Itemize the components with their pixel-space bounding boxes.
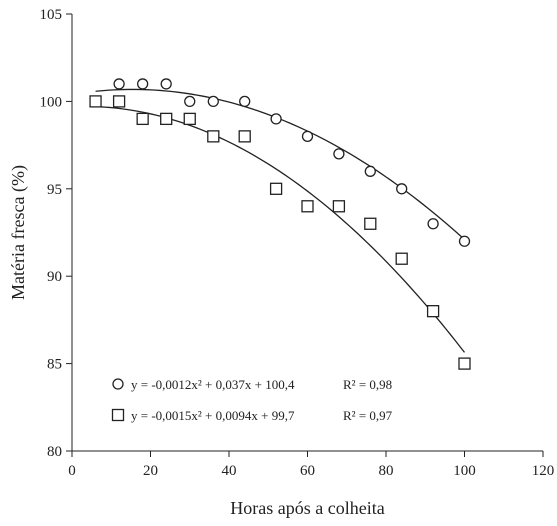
legend-equation-square: y = -0,0015x² + 0,0094x + 99,7 <box>131 408 295 423</box>
data-point-square <box>301 200 314 213</box>
fit-curve-circle <box>95 88 465 240</box>
data-point-square <box>426 305 440 318</box>
legend-circle-marker <box>112 378 124 390</box>
data-point-circle <box>301 130 314 143</box>
data-point-square <box>238 130 251 143</box>
data-point-circle <box>333 148 345 160</box>
data-point-circle <box>364 165 376 177</box>
y-tick-label: 90 <box>47 269 62 285</box>
legend-equation-circle: y = -0,0012x² + 0,037x + 100,4 <box>131 377 295 392</box>
legend-square-marker <box>111 408 125 422</box>
x-tick-label: 100 <box>453 463 476 479</box>
x-tick-label: 40 <box>222 463 237 479</box>
x-tick-label: 60 <box>300 463 315 479</box>
y-tick-label: 85 <box>47 357 62 373</box>
data-point-square <box>160 112 173 126</box>
legend: y = -0,0012x² + 0,037x + 100,4 R² = 0,98… <box>111 377 393 423</box>
data-point-square <box>364 217 377 230</box>
data-point-circle <box>184 95 196 108</box>
y-ticks: 80 85 90 95 100 105 <box>40 7 72 460</box>
data-point-circle <box>458 235 471 247</box>
y-tick-label: 95 <box>47 182 62 198</box>
data-point-circle <box>207 95 219 108</box>
data-point-circle <box>270 113 282 125</box>
data-points <box>89 78 471 370</box>
data-point-square <box>207 130 220 143</box>
data-point-square <box>183 112 196 126</box>
data-point-square <box>269 182 283 195</box>
data-point-square <box>332 200 346 213</box>
y-tick-label: 100 <box>40 94 63 110</box>
legend-entry-circle: y = -0,0012x² + 0,037x + 100,4 R² = 0,98 <box>112 377 392 392</box>
x-tick-label: 120 <box>532 463 555 479</box>
y-tick-label: 80 <box>47 444 62 460</box>
fit-curves <box>95 88 466 353</box>
legend-r2-circle: R² = 0,98 <box>343 377 392 392</box>
data-point-circle <box>113 78 125 90</box>
data-point-square <box>136 112 149 126</box>
data-point-circle <box>239 95 251 108</box>
x-tick-label: 20 <box>143 463 158 479</box>
data-point-square <box>112 95 126 108</box>
x-ticks: 0 20 40 60 80 100 120 <box>68 451 554 479</box>
data-point-square <box>395 252 408 265</box>
x-tick-label: 0 <box>68 463 76 479</box>
legend-r2-square: R² = 0,97 <box>343 408 393 423</box>
fit-curve-square <box>95 105 466 353</box>
y-tick-label: 105 <box>40 7 63 23</box>
x-axis-title: Horas após a colheita <box>230 498 384 518</box>
data-point-circle <box>396 183 408 195</box>
data-point-square <box>89 95 102 108</box>
legend-entry-square: y = -0,0015x² + 0,0094x + 99,7 R² = 0,97 <box>111 408 393 423</box>
data-point-circle <box>160 78 172 90</box>
y-axis-title: Matéria fresca (%) <box>8 165 29 300</box>
data-point-circle <box>427 218 439 230</box>
x-tick-label: 80 <box>379 463 394 479</box>
data-point-circle <box>136 78 149 90</box>
data-point-square <box>458 357 471 370</box>
